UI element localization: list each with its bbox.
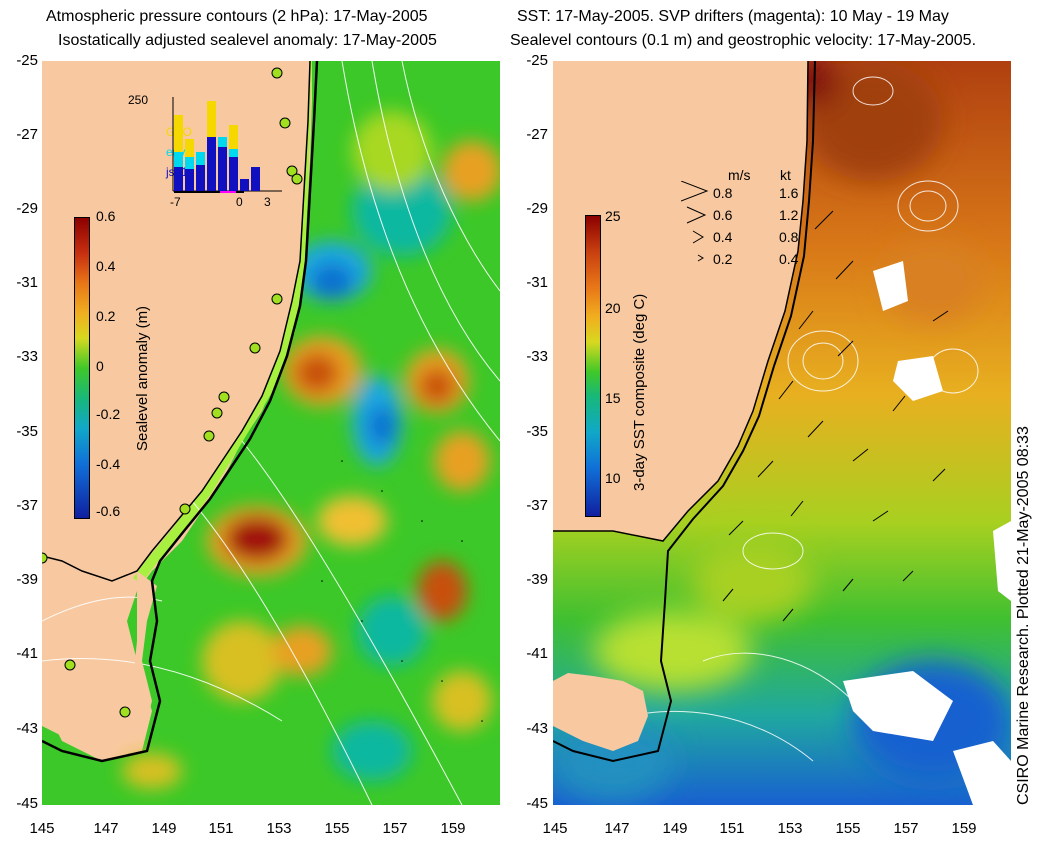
left-x-tick: 157 xyxy=(382,820,408,837)
left-cbar-tick: 0.4 xyxy=(96,258,116,274)
track-dots xyxy=(321,460,483,722)
inset-xtick-max: 3 xyxy=(264,195,271,209)
right-y-tick: -39 xyxy=(526,571,548,588)
right-y-tick: -41 xyxy=(526,645,548,662)
sst-colorbar xyxy=(585,215,601,517)
right-x-tick: 159 xyxy=(951,820,977,837)
anomaly-blobs xyxy=(122,111,500,789)
left-cbar-tick: 0 xyxy=(96,358,104,374)
right-x-tick: 155 xyxy=(835,820,861,837)
right-cbar-tick: 20 xyxy=(605,300,621,316)
velocity-key-ms: 0.4 xyxy=(713,229,733,245)
velocity-key-header-ms: m/s xyxy=(728,167,751,183)
right-y-tick: -29 xyxy=(526,200,548,217)
right-y-tick: -35 xyxy=(526,423,548,440)
left-y-tick: -27 xyxy=(16,126,38,143)
velocity-key-ms: 0.2 xyxy=(713,251,733,267)
sst-colorbar-label: 3-day SST composite (deg C) xyxy=(631,293,648,491)
velocity-key-ms: 0.8 xyxy=(713,185,733,201)
left-y-tick: -39 xyxy=(16,571,38,588)
velocity-key-kt: 1.6 xyxy=(779,185,799,201)
right-x-tick: 151 xyxy=(719,820,745,837)
inset-track-histogram: 250 GFO envi jsn1 -7 xyxy=(128,87,282,217)
right-y-tick: -33 xyxy=(526,348,548,365)
left-cbar-tick: -0.2 xyxy=(96,406,121,422)
velocity-key-ms: 0.6 xyxy=(713,207,733,223)
right-y-tick: -45 xyxy=(526,795,548,812)
left-y-tick: -45 xyxy=(16,795,38,812)
bass-strait-land xyxy=(132,571,157,741)
right-x-tick: 153 xyxy=(777,820,803,837)
left-cbar-tick: 0.6 xyxy=(96,208,116,224)
right-x-tick: 147 xyxy=(604,820,630,837)
inset-ymax: 250 xyxy=(128,93,149,107)
sealevel-anomaly-map: 250 GFO envi jsn1 -7 xyxy=(42,61,500,805)
right-title-line2: Sealevel contours (0.1 m) and geostrophi… xyxy=(510,32,977,49)
sealevel-colorbar-label: Sealevel anomaly (m) xyxy=(134,305,151,451)
velocity-key-header-kt: kt xyxy=(780,167,791,183)
mainland xyxy=(553,61,808,541)
velocity-vectors xyxy=(722,210,949,622)
bars-jsn1 xyxy=(174,137,260,191)
sealevel-contours xyxy=(612,76,979,762)
sst-map-svg xyxy=(553,61,1011,805)
left-title-line2: Isostatically adjusted sealevel anomaly:… xyxy=(58,32,437,49)
left-x-tick: 155 xyxy=(324,820,350,837)
right-x-tick: 157 xyxy=(893,820,919,837)
left-y-tick: -35 xyxy=(16,423,38,440)
left-x-tick: 151 xyxy=(208,820,234,837)
shelf-contour xyxy=(553,61,816,763)
shelf-contour xyxy=(42,61,319,763)
left-x-tick: 147 xyxy=(93,820,119,837)
left-x-tick: 145 xyxy=(29,820,55,837)
left-y-tick: -37 xyxy=(16,497,38,514)
velocity-key-kt: 1.2 xyxy=(779,207,799,223)
left-y-tick: -43 xyxy=(16,720,38,737)
tide-gauge-markers xyxy=(42,67,303,718)
inset-xtick-zero: 0 xyxy=(236,195,243,209)
right-x-tick: 149 xyxy=(662,820,688,837)
bars-gfo xyxy=(174,101,238,157)
left-cbar-tick: -0.4 xyxy=(96,456,121,472)
left-x-tick: 149 xyxy=(151,820,177,837)
left-x-tick: 153 xyxy=(266,820,292,837)
left-cbar-tick: 0.2 xyxy=(96,308,116,324)
velocity-key-kt: 0.4 xyxy=(779,251,799,267)
right-cbar-tick: 25 xyxy=(605,208,621,224)
right-title-line1: SST: 17-May-2005. SVP drifters (magenta)… xyxy=(517,8,949,25)
right-y-tick: -43 xyxy=(526,720,548,737)
cloud-gaps xyxy=(843,261,1011,805)
inset-bars xyxy=(172,97,282,193)
right-y-tick: -27 xyxy=(526,126,548,143)
coastline xyxy=(42,61,311,582)
inset-xtick-min: -7 xyxy=(170,195,181,209)
left-y-tick: -41 xyxy=(16,645,38,662)
right-cbar-tick: 10 xyxy=(605,470,621,486)
right-y-tick: -37 xyxy=(526,497,548,514)
sealevel-map-svg xyxy=(42,61,500,805)
left-y-tick: -33 xyxy=(16,348,38,365)
tasmania xyxy=(553,673,648,751)
left-title-line1: Atmospheric pressure contours (2 hPa): 1… xyxy=(46,8,428,25)
left-y-tick: -31 xyxy=(16,274,38,291)
right-y-tick: -31 xyxy=(526,274,548,291)
right-cbar-tick: 15 xyxy=(605,390,621,406)
right-x-tick: 145 xyxy=(542,820,568,837)
left-cbar-tick: -0.6 xyxy=(96,503,121,519)
bars-envi xyxy=(174,137,238,169)
velocity-key-arrows xyxy=(681,181,709,262)
credit-text: CSIRO Marine Research. Plotted 21-May-20… xyxy=(1015,426,1032,805)
right-y-tick: -25 xyxy=(526,52,548,69)
sealevel-colorbar xyxy=(74,217,90,519)
velocity-key-kt: 0.8 xyxy=(779,229,799,245)
left-y-tick: -25 xyxy=(16,52,38,69)
left-y-tick: -29 xyxy=(16,200,38,217)
left-x-tick: 159 xyxy=(440,820,466,837)
sst-map: m/s kt 0.8 1.6 0.6 1.2 0.4 0.8 0.2 0.4 3… xyxy=(553,61,1011,805)
tasmania xyxy=(42,673,137,751)
coastline xyxy=(553,61,809,542)
